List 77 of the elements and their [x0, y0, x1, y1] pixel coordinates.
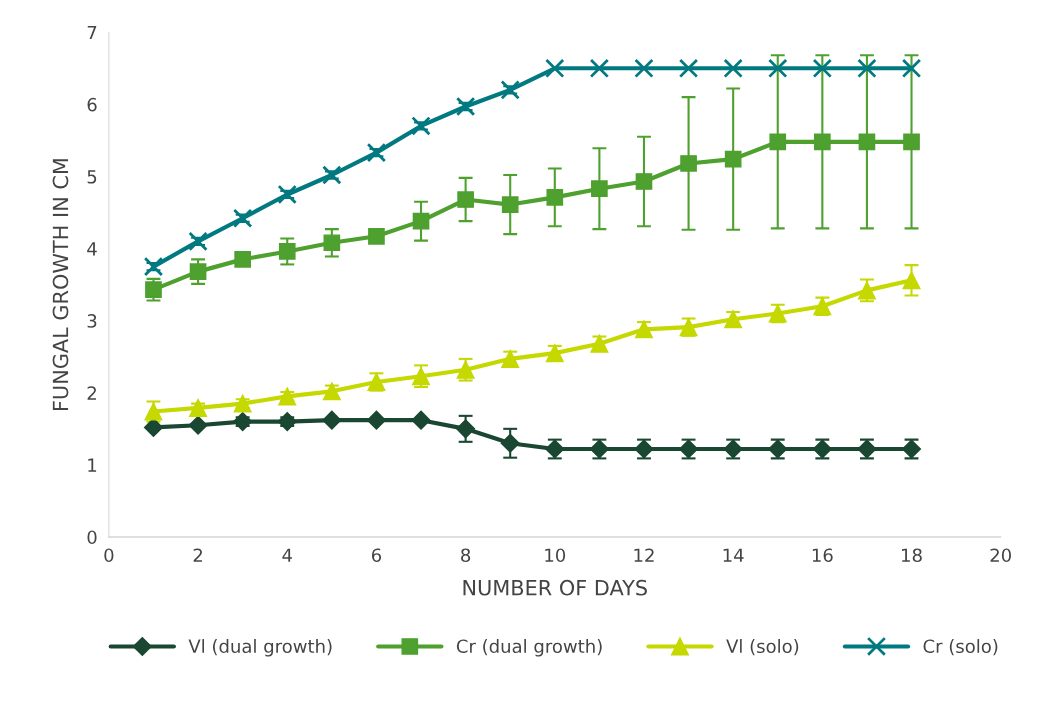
- point: [591, 180, 608, 198]
- point: [724, 310, 743, 329]
- y-tick-label: 7: [87, 25, 97, 40]
- point: [368, 227, 385, 245]
- x-tick-label: 10: [545, 548, 566, 563]
- point: [189, 398, 208, 417]
- point: [411, 116, 431, 136]
- point: [145, 281, 162, 298]
- y-tick-label: 5: [87, 170, 97, 184]
- point: [589, 58, 610, 78]
- legend-label: Vl (solo): [726, 639, 799, 656]
- x-tick-label: 12: [634, 548, 654, 562]
- x-tick-label: 0: [104, 548, 114, 563]
- x-tick-label: 8: [461, 548, 471, 563]
- point: [545, 344, 564, 363]
- point: [680, 155, 697, 172]
- point: [143, 256, 164, 277]
- point: [411, 410, 431, 430]
- point: [233, 394, 252, 413]
- point: [678, 58, 699, 78]
- point: [455, 96, 476, 117]
- point: [635, 173, 653, 190]
- point: [322, 165, 342, 185]
- point: [768, 58, 788, 78]
- legend-label: Vl (dual growth): [188, 639, 332, 657]
- point: [188, 231, 208, 252]
- point: [277, 412, 297, 432]
- x-tick-label: 6: [371, 548, 382, 563]
- point: [277, 184, 297, 205]
- point: [812, 58, 833, 78]
- point: [724, 150, 742, 168]
- y-tick-label: 6: [87, 97, 97, 112]
- point: [457, 191, 474, 208]
- x-tick-label: 20: [990, 548, 1011, 563]
- point: [500, 80, 520, 100]
- x-tick-label: 18: [902, 548, 922, 563]
- point: [501, 196, 519, 213]
- point: [857, 58, 877, 78]
- point: [232, 208, 253, 228]
- point: [769, 133, 787, 151]
- point: [634, 320, 654, 339]
- y-tick-label: 2: [87, 386, 96, 400]
- x-tick-label: 2: [193, 548, 202, 562]
- point: [233, 412, 253, 432]
- point: [546, 189, 564, 206]
- point: [500, 433, 520, 453]
- legend-label: Cr (solo): [923, 639, 998, 656]
- x-tick-label: 16: [812, 548, 833, 563]
- point: [366, 142, 387, 163]
- point: [189, 263, 207, 280]
- point: [366, 410, 386, 430]
- point: [278, 243, 296, 260]
- point: [903, 133, 920, 151]
- point: [545, 58, 565, 78]
- point: [501, 349, 520, 368]
- legend-label: Cr (dual growth): [456, 639, 602, 657]
- point: [188, 415, 208, 435]
- point: [322, 410, 342, 430]
- y-tick-label: 0: [87, 530, 97, 545]
- point: [902, 271, 921, 290]
- point: [634, 58, 654, 78]
- point: [723, 58, 743, 78]
- point: [456, 419, 476, 439]
- y-axis-title: FUNGAL GROWTH IN CM: [52, 159, 69, 411]
- point: [858, 133, 876, 151]
- x-axis-title: NUMBER OF DAYS: [463, 579, 647, 596]
- point: [323, 234, 341, 252]
- point: [901, 58, 922, 78]
- y-tick-label: 1: [88, 458, 97, 472]
- point: [412, 212, 430, 230]
- point: [590, 334, 609, 353]
- y-tick-label: 4: [87, 242, 97, 256]
- point: [814, 133, 831, 151]
- x-tick-label: 14: [723, 548, 744, 562]
- y-tick-label: 3: [87, 314, 97, 328]
- x-tick-label: 4: [282, 548, 292, 562]
- point: [234, 251, 251, 268]
